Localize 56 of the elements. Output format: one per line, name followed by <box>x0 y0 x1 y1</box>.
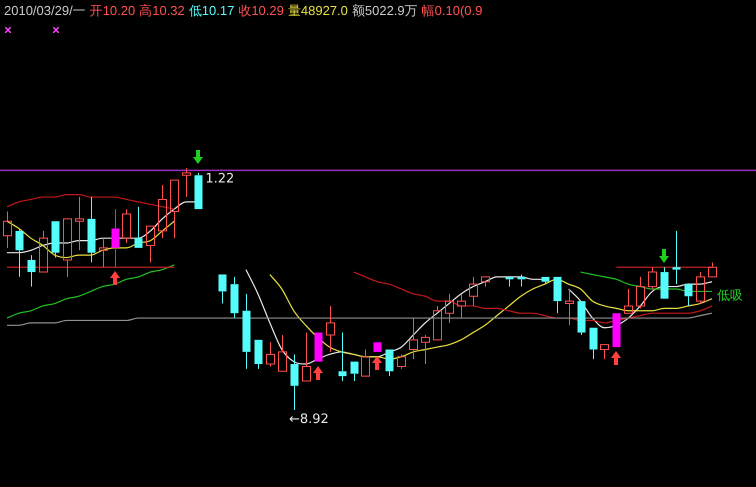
candlestick <box>170 180 179 239</box>
annotation: 低吸 <box>716 288 743 304</box>
candlestick <box>16 228 24 278</box>
candlestick <box>3 211 12 248</box>
candlestick <box>278 334 287 372</box>
candlestick <box>409 318 418 360</box>
annotation: 1.22 <box>205 171 234 186</box>
candlestick <box>302 332 311 382</box>
candlestick <box>242 293 250 370</box>
candlestick <box>386 350 394 377</box>
candlestick <box>506 276 514 288</box>
candlestick <box>122 208 131 244</box>
candlestick <box>445 293 454 324</box>
candlestick <box>350 362 358 382</box>
candlestick <box>290 354 298 410</box>
candlestick <box>218 274 226 304</box>
candlestick <box>338 332 346 382</box>
candlestick <box>684 284 692 306</box>
candlestick <box>433 305 442 340</box>
candlestick <box>194 172 202 210</box>
text: ←8.92 <box>288 412 329 428</box>
candlestick <box>146 226 155 263</box>
candlestick <box>88 196 96 263</box>
candlestick <box>624 288 633 314</box>
candlestick <box>542 276 550 285</box>
candlestick <box>578 301 586 336</box>
candlestick <box>660 266 668 299</box>
candlestick <box>648 266 657 290</box>
candlestick <box>182 168 191 198</box>
candlestick <box>421 334 430 365</box>
candlestick <box>600 344 609 360</box>
candlestick <box>672 230 680 285</box>
chart-title: 2010/03/29/一 开10.20 高10.32 低10.17 收10.29 量48927.0 额5022.9万 幅0.10(0.9 <box>4 3 482 18</box>
candlestick <box>75 196 84 251</box>
candlestick <box>565 288 574 326</box>
candlestick <box>636 276 645 309</box>
candlestick <box>469 276 478 306</box>
candlestick <box>112 208 120 268</box>
candlestick <box>254 340 262 370</box>
candlestick <box>158 184 167 239</box>
candlestick <box>481 276 490 288</box>
candlestick <box>554 276 562 314</box>
candlestick <box>361 349 370 377</box>
candlestick <box>457 293 466 319</box>
candlestick <box>518 274 526 288</box>
candlestick <box>134 206 142 248</box>
candlestick <box>590 328 598 360</box>
candlestick <box>326 305 335 352</box>
candlestick <box>696 272 705 304</box>
candlestick <box>28 254 36 288</box>
candlestick <box>63 218 72 278</box>
candlestick <box>52 221 60 258</box>
candlestick <box>266 342 275 367</box>
candlestick <box>39 230 48 273</box>
candlestick <box>230 276 238 319</box>
candlestick <box>99 238 108 268</box>
